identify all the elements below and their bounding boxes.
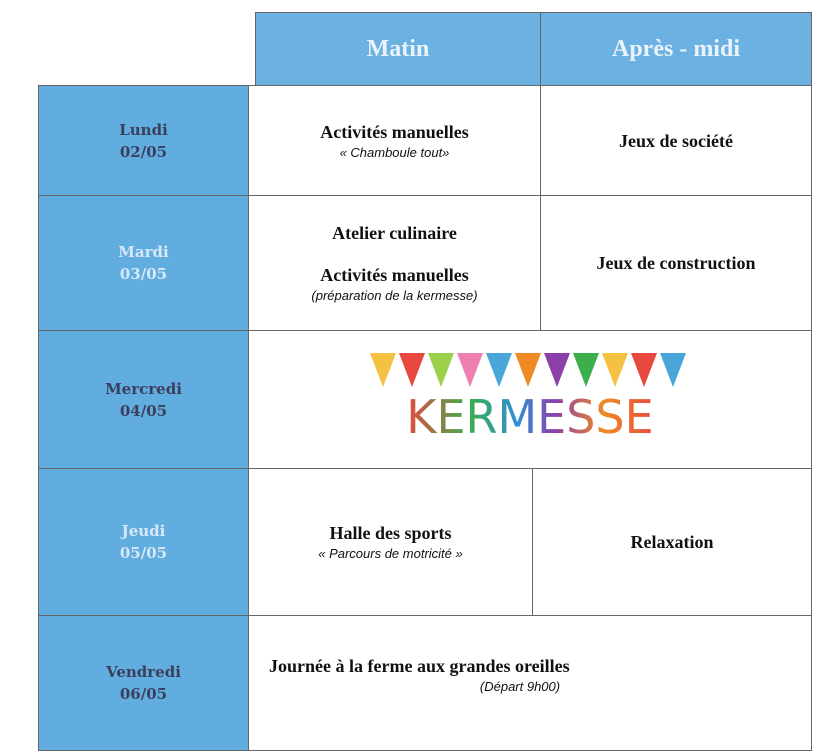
day: Vendredi — [106, 663, 181, 681]
flag — [631, 352, 657, 387]
flag — [486, 352, 512, 387]
flag — [515, 352, 541, 387]
header-text: Après - midi — [612, 35, 740, 62]
date: 04/05 — [119, 401, 168, 420]
activity: Activités manuelles — [320, 121, 469, 142]
header-cell: Matin — [255, 12, 541, 86]
day-cell: Mercredi 04/05 — [38, 330, 249, 469]
flag — [660, 352, 686, 387]
date: 05/05 — [119, 544, 168, 562]
activity: Atelier culinaire — [332, 223, 457, 243]
activity: Relaxation — [630, 532, 714, 552]
cell: Relaxation — [532, 468, 812, 616]
flag — [573, 352, 599, 387]
flag — [428, 352, 454, 387]
cell: Jeux de société — [540, 85, 812, 196]
note: (préparation de la kermesse) — [311, 288, 478, 303]
date: 06/05 — [119, 685, 168, 703]
flag — [370, 352, 396, 387]
activity: Journée à la ferme aux grandes oreilles — [269, 656, 570, 676]
header-cell: Après - midi — [540, 12, 812, 86]
cell: Activités manuelles « Chamboule tout» — [248, 85, 541, 196]
day-cell: Lundi 02/05 — [38, 85, 249, 196]
date: 03/05 — [119, 265, 168, 283]
day: Jeudi — [121, 522, 166, 540]
activity: Halle des sports — [329, 523, 452, 543]
day-cell: Vendredi 06/05 — [38, 615, 249, 751]
day-cell: Mardi 03/05 — [38, 195, 249, 331]
activity: Activités manuelles — [320, 265, 469, 285]
cell: Halle des sports « Parcours de motricité … — [248, 468, 533, 616]
kermesse-banner: KERMESSE — [370, 352, 686, 444]
cell: Journée à la ferme aux grandes oreilles (… — [248, 615, 812, 751]
banner-text: KERMESSE — [406, 390, 653, 444]
activity: Jeux de construction — [596, 253, 756, 273]
note: « Chamboule tout» — [339, 144, 450, 160]
cell: KERMESSE — [248, 330, 812, 469]
flag — [399, 352, 425, 387]
flag — [544, 352, 570, 387]
day: Lundi — [119, 120, 168, 139]
flag — [457, 352, 483, 387]
header-text: Matin — [366, 35, 430, 62]
cell: Atelier culinaire Activités manuelles (pré… — [248, 195, 541, 331]
flag — [602, 352, 628, 387]
day: Mardi — [118, 243, 169, 261]
day: Mercredi — [105, 379, 182, 398]
date: 02/05 — [119, 142, 168, 161]
note: (Départ 9h00) — [479, 679, 561, 694]
cell: Jeux de construction — [540, 195, 812, 331]
activity: Jeux de société — [619, 130, 733, 151]
note: « Parcours de motricité » — [318, 546, 463, 561]
day-cell: Jeudi 05/05 — [38, 468, 249, 616]
